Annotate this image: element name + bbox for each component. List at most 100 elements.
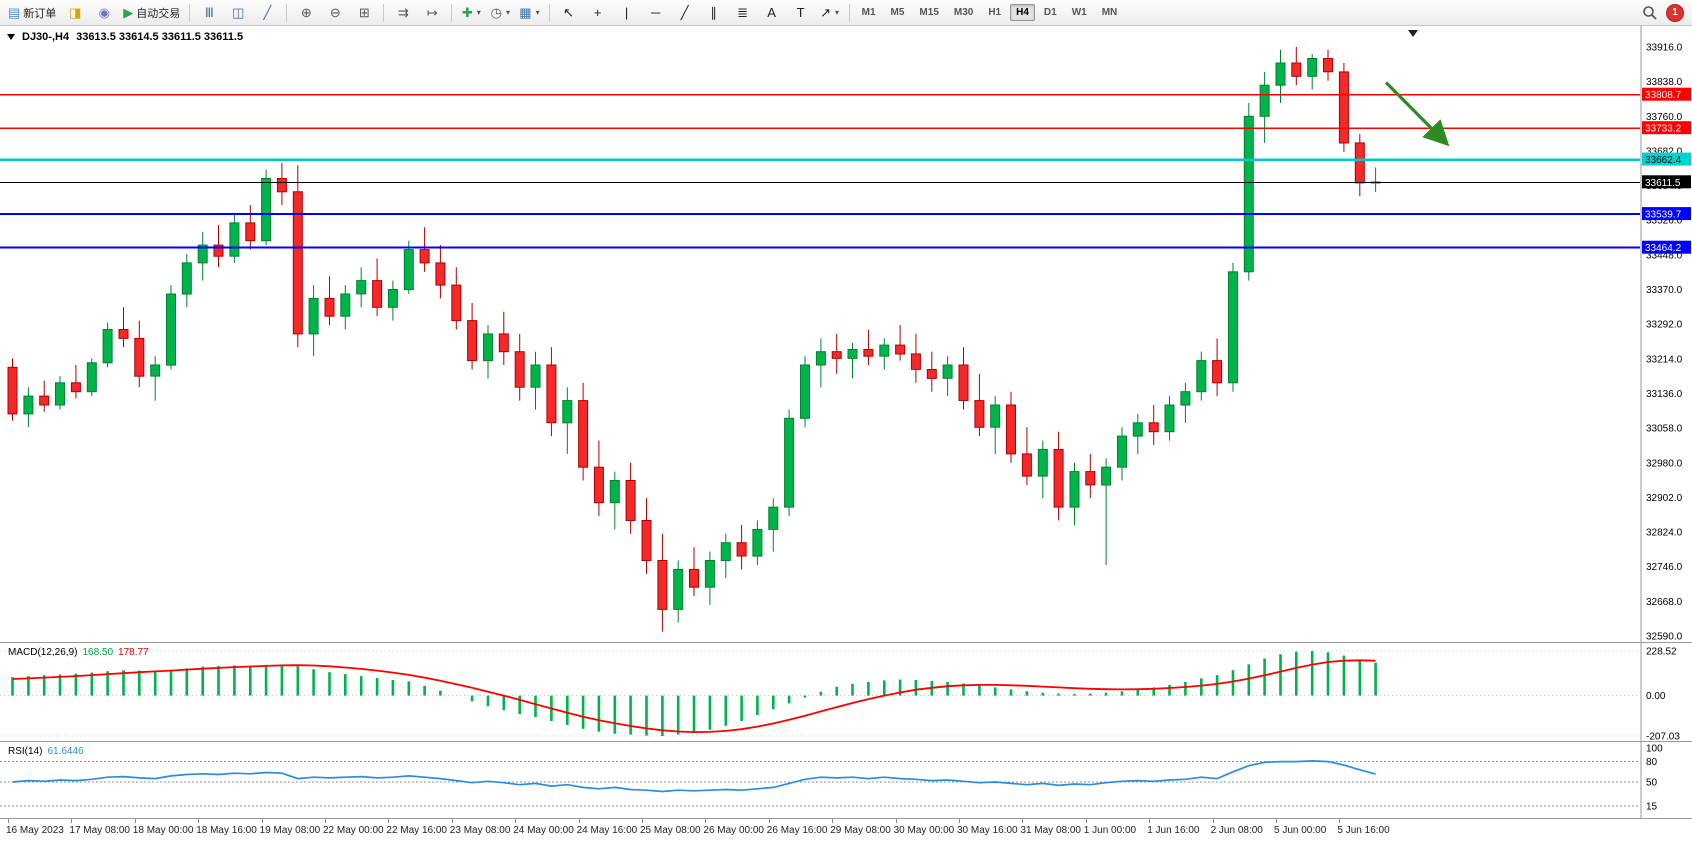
- fibonacci-button[interactable]: ≣: [729, 2, 757, 24]
- svg-text:32668.0: 32668.0: [1646, 597, 1683, 608]
- macd-panel[interactable]: 228.52 0.00 -207.03: [0, 643, 1692, 743]
- periods-button[interactable]: ◷ ▾: [486, 2, 514, 24]
- macd-chart-svg[interactable]: 228.52 0.00 -207.03: [0, 643, 1692, 743]
- toolbar-buttons: ▤ 新订单 ◨ ◉ ▶ 自动交易 Ⅲ ◫ ╱ ⊕ ⊖ ⊞ ⇉ ↦ ✚ ▾ ◷ ▾ ▦ ▾ ↖ + | ─ ╱ ∥ ≣ A T ↗ ▾ M1 M5…: [4, 2, 1124, 24]
- label-button[interactable]: T: [787, 2, 815, 24]
- panel-separator[interactable]: [0, 642, 1692, 643]
- tile-windows-button[interactable]: ⊞: [350, 2, 378, 24]
- macd-name: MACD(12,26,9): [8, 647, 78, 658]
- equidistant-channel-button[interactable]: ∥: [700, 2, 728, 24]
- dropdown-arrow-icon[interactable]: ▾: [476, 8, 481, 17]
- navigator-button[interactable]: ◉: [90, 2, 118, 24]
- date-tick: [71, 819, 73, 823]
- bar-chart-button[interactable]: Ⅲ: [195, 2, 223, 24]
- svg-text:33214.0: 33214.0: [1646, 354, 1683, 365]
- notification-badge[interactable]: 1: [1666, 3, 1684, 22]
- support-line-cyan[interactable]: 33662.4: [0, 152, 1691, 167]
- toolbar-separator: [189, 3, 191, 22]
- timeframe-button-m5[interactable]: M5: [890, 7, 905, 18]
- periods-icon: ◷: [490, 5, 502, 20]
- indicators-icon: ✚: [461, 5, 473, 20]
- date-tick: [261, 819, 263, 823]
- date-tick: [959, 819, 960, 823]
- zoom-out-button[interactable]: ⊖: [321, 2, 349, 24]
- chart-shift-marker[interactable]: [1408, 30, 1418, 37]
- date-label: 18 May 00:00: [132, 825, 194, 836]
- current-price-line[interactable]: 33611.5: [0, 175, 1691, 189]
- templates-button[interactable]: ▦ ▾: [515, 2, 543, 24]
- resistance-line-2[interactable]: 33733.2: [0, 121, 1691, 135]
- support-line-blue-1[interactable]: 33539.7: [0, 207, 1691, 221]
- panel-separator[interactable]: [0, 818, 1692, 819]
- dropdown-arrow-icon[interactable]: ▾: [535, 8, 540, 17]
- svg-text:33464.2: 33464.2: [1645, 243, 1682, 254]
- svg-text:33808.7: 33808.7: [1645, 90, 1682, 101]
- timeframe-button-m30[interactable]: M30: [953, 7, 974, 18]
- market-watch-button[interactable]: ◨: [61, 2, 89, 24]
- dropdown-arrow-icon[interactable]: ▾: [505, 8, 510, 17]
- cursor-button[interactable]: ↖: [555, 2, 583, 24]
- text-button[interactable]: A: [758, 2, 786, 24]
- rsi-levels: [0, 761, 1640, 807]
- templates-icon: ▦: [519, 5, 532, 20]
- rsi-indicator-label: RSI(14) 61.6446: [8, 746, 84, 757]
- timeframe-button-m1[interactable]: M1: [861, 7, 876, 18]
- collapse-icon[interactable]: [7, 34, 15, 40]
- timeframe-button-m15[interactable]: M15: [919, 7, 939, 18]
- svg-text:0.00: 0.00: [1646, 691, 1666, 702]
- indicators-button[interactable]: ✚ ▾: [457, 2, 485, 24]
- date-label: 2 Jun 08:00: [1210, 825, 1263, 836]
- zoom-in-button[interactable]: ⊕: [292, 2, 320, 24]
- date-tick: [895, 819, 897, 823]
- new-order-button[interactable]: ▤ 新订单: [4, 2, 60, 24]
- timeframe-button-d1[interactable]: D1: [1043, 7, 1057, 18]
- svg-text:32902.0: 32902.0: [1646, 493, 1683, 504]
- dropdown-arrow-icon[interactable]: ▾: [835, 8, 840, 17]
- date-tick: [705, 819, 707, 823]
- main-chart-panel[interactable]: 33916.033838.033760.033682.033604.033526…: [0, 26, 1692, 643]
- line-chart-button[interactable]: ╱: [253, 2, 281, 24]
- svg-text:33733.2: 33733.2: [1645, 124, 1682, 135]
- horizontal-line-button[interactable]: ─: [642, 2, 670, 24]
- fibonacci-icon: ≣: [737, 5, 749, 20]
- rsi-axis[interactable]: 100 80 50 15: [1640, 742, 1663, 818]
- new-order-button-label: 新订单: [23, 7, 57, 20]
- price-axis[interactable]: 33916.033838.033760.033682.033604.033526…: [1640, 26, 1683, 643]
- macd-axis[interactable]: 228.52 0.00 -207.03: [1640, 643, 1680, 743]
- resistance-line-1[interactable]: 33808.7: [0, 87, 1691, 102]
- support-line-blue-2[interactable]: 33464.2: [0, 240, 1691, 255]
- trendline-button[interactable]: ╱: [671, 2, 699, 24]
- crosshair-button[interactable]: +: [584, 2, 612, 24]
- vertical-line-button[interactable]: |: [613, 2, 641, 24]
- zoom-out-icon: ⊖: [329, 5, 341, 20]
- tile-windows-icon: ⊞: [358, 5, 370, 20]
- date-tick: [1212, 819, 1214, 823]
- main-chart-svg[interactable]: 33916.033838.033760.033682.033604.033526…: [0, 26, 1692, 643]
- timeframe-button-h4[interactable]: H4: [1010, 4, 1035, 21]
- macd-signal-line: [12, 659, 1376, 734]
- date-axis[interactable]: 16 May 2023 17 May 08:00 18 May 00:00 18 Ma…: [0, 819, 1692, 841]
- rsi-chart-svg[interactable]: 100 80 50 15: [0, 742, 1692, 818]
- symbol-period-label: DJ30-,H4: [22, 31, 70, 43]
- timeframe-button-mn[interactable]: MN: [1101, 7, 1118, 18]
- date-label: 17 May 08:00: [69, 825, 130, 836]
- rsi-name: RSI(14): [8, 746, 43, 757]
- arrows-button[interactable]: ↗ ▾: [816, 2, 844, 24]
- toolbar-separator: [383, 3, 385, 22]
- date-label: 26 May 00:00: [703, 825, 764, 836]
- search-icon[interactable]: [1642, 5, 1658, 21]
- macd-histogram: [11, 651, 1377, 736]
- date-tick: [578, 819, 580, 823]
- autotrading-button[interactable]: ▶ 自动交易: [119, 2, 184, 24]
- svg-text:100: 100: [1646, 744, 1663, 755]
- rsi-panel[interactable]: 100 80 50 15: [0, 742, 1692, 818]
- panel-separator[interactable]: [0, 741, 1692, 742]
- timeframe-button-w1[interactable]: W1: [1071, 7, 1087, 18]
- auto-scroll-button[interactable]: ⇉: [389, 2, 417, 24]
- chart-shift-button[interactable]: ↦: [418, 2, 446, 24]
- candlestick-chart-button[interactable]: ◫: [224, 2, 252, 24]
- date-label: 1 Jun 16:00: [1147, 825, 1200, 836]
- trend-arrow-annotation[interactable]: [1384, 81, 1450, 147]
- timeframe-button-h1[interactable]: H1: [988, 7, 1002, 18]
